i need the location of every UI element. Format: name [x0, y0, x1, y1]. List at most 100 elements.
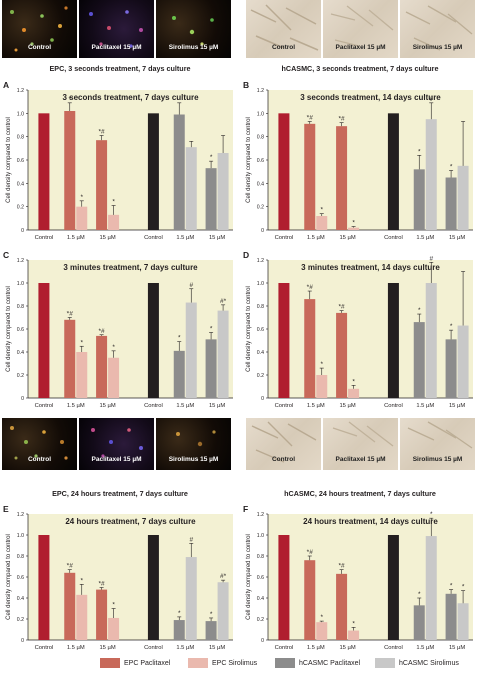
bar	[96, 140, 108, 230]
x-tick-label: 15 µM	[209, 235, 225, 241]
legend-label: hCASMC Sirolimus	[399, 659, 459, 667]
x-tick-label: 1.5 µM	[416, 645, 434, 651]
legend-label: EPC Sirolimus	[212, 659, 258, 667]
bar	[348, 388, 360, 398]
hcasmc-caption-mid: hCASMC, 24 hours treatment, 7 days cultu…	[284, 489, 436, 498]
bar	[387, 113, 399, 230]
bar	[76, 594, 88, 640]
significance-mark: *	[178, 335, 181, 342]
chart-title: 3 minutes treatment, 7 days culture	[63, 263, 198, 272]
bar	[336, 573, 348, 640]
micrograph-epc-control-24h: Control	[2, 418, 77, 470]
legend-swatch	[375, 658, 395, 668]
x-tick-label: 1.5 µM	[416, 235, 434, 241]
bar	[185, 302, 197, 398]
chart-panel-b: 3 seconds treatment, 14 days culture Cell…	[240, 80, 475, 244]
x-tick-label: Control	[384, 235, 403, 241]
y-tick-label: 0.6	[17, 575, 24, 581]
y-tick-label: 0.2	[17, 205, 24, 211]
bar	[108, 214, 120, 230]
significance-mark: *#	[99, 328, 106, 335]
y-tick-label: 0.6	[257, 158, 264, 164]
x-tick-label: 15 µM	[339, 235, 355, 241]
x-tick-label: 1.5 µM	[307, 403, 325, 409]
y-tick-label: 0.8	[257, 304, 264, 310]
significance-mark: *	[418, 148, 421, 155]
y-tick-label: 1.2	[257, 512, 264, 518]
bar	[316, 375, 328, 398]
x-tick-label: Control	[275, 645, 294, 651]
bar	[348, 227, 360, 230]
significance-mark: #	[429, 96, 433, 103]
y-tick-label: 0	[261, 228, 264, 234]
bar	[316, 216, 328, 230]
y-tick-label: 1.0	[17, 281, 24, 287]
x-tick-label: 15 µM	[339, 645, 355, 651]
chart-title: 24 hours treatment, 14 days culture	[303, 517, 438, 526]
micrograph-epc-control-3s: Control	[2, 0, 77, 58]
bar	[413, 322, 425, 398]
x-tick-label: 15 µM	[339, 403, 355, 409]
significance-mark: *	[450, 323, 453, 330]
bar	[147, 535, 159, 640]
y-tick-label: 0.4	[17, 350, 24, 356]
legend-swatch	[275, 658, 295, 668]
chart-panel-d: 3 minutes treatment, 14 days culture Cell…	[240, 250, 475, 412]
bar	[278, 535, 290, 640]
x-tick-label: Control	[384, 403, 403, 409]
legend-label: EPC Paclitaxel	[124, 659, 171, 667]
bar	[217, 582, 229, 640]
cell-texture	[407, 421, 473, 449]
bar	[413, 169, 425, 230]
y-tick-label: 0	[21, 396, 24, 402]
bar	[76, 352, 88, 398]
significance-mark: *#	[307, 284, 314, 291]
bar	[147, 283, 159, 398]
x-tick-label: 1.5 µM	[307, 645, 325, 651]
significance-mark: *	[430, 511, 433, 518]
significance-mark: *#	[339, 304, 346, 311]
significance-mark: *	[450, 164, 453, 171]
micrograph-epc-sirolimus-24h: Sirolimus 15 µM	[156, 418, 231, 470]
x-tick-label: 1.5 µM	[176, 403, 194, 409]
x-tick-label: 1.5 µM	[416, 403, 434, 409]
plot-area	[268, 514, 473, 640]
micrograph-label: Sirolimus 15 µM	[168, 44, 219, 51]
significance-mark: *	[418, 307, 421, 314]
bar	[445, 593, 457, 640]
y-tick-label: 0.8	[17, 304, 24, 310]
x-tick-label: 15 µM	[449, 235, 465, 241]
x-tick-label: Control	[144, 235, 163, 241]
cell-dots	[10, 426, 68, 460]
epc-caption-top: EPC, 3 seconds treatment, 7 days culture	[49, 64, 191, 73]
significance-mark: *	[112, 602, 115, 609]
micrograph-epc-paclitaxel-3s: Paclitaxel 15 µM	[79, 0, 154, 58]
bar	[38, 283, 50, 398]
panel-letter-f: F	[243, 504, 249, 514]
y-tick-label: 0.4	[17, 181, 24, 187]
chart-panel-c: 3 minutes treatment, 7 days culture Cell …	[0, 250, 235, 412]
x-tick-label: 15 µM	[209, 645, 225, 651]
micrograph-label: Sirolimus 15 µM	[412, 44, 463, 51]
bar	[64, 572, 76, 640]
legend-item-epc-sirolimus: EPC Sirolimus	[188, 658, 257, 668]
plot-area	[28, 260, 233, 398]
bar	[278, 283, 290, 398]
bar	[445, 339, 457, 398]
y-tick-label: 0.6	[17, 158, 24, 164]
plot-area	[268, 260, 473, 398]
significance-mark: *	[352, 378, 355, 385]
panel-letter-b: B	[243, 80, 250, 90]
x-tick-label: 15 µM	[99, 645, 115, 651]
y-tick-label: 1.0	[17, 111, 24, 117]
significance-mark: *#	[307, 115, 314, 122]
y-tick-label: 0.6	[17, 327, 24, 333]
legend-label: hCASMC Paclitaxel	[299, 659, 361, 667]
y-tick-label: 1.2	[17, 258, 24, 264]
bar	[457, 325, 469, 398]
significance-mark: *	[80, 577, 83, 584]
significance-mark: *	[352, 220, 355, 227]
chart-c: 3 minutes treatment, 7 days culture Cell …	[6, 258, 233, 409]
significance-mark: *	[112, 344, 115, 351]
bar	[316, 622, 328, 640]
